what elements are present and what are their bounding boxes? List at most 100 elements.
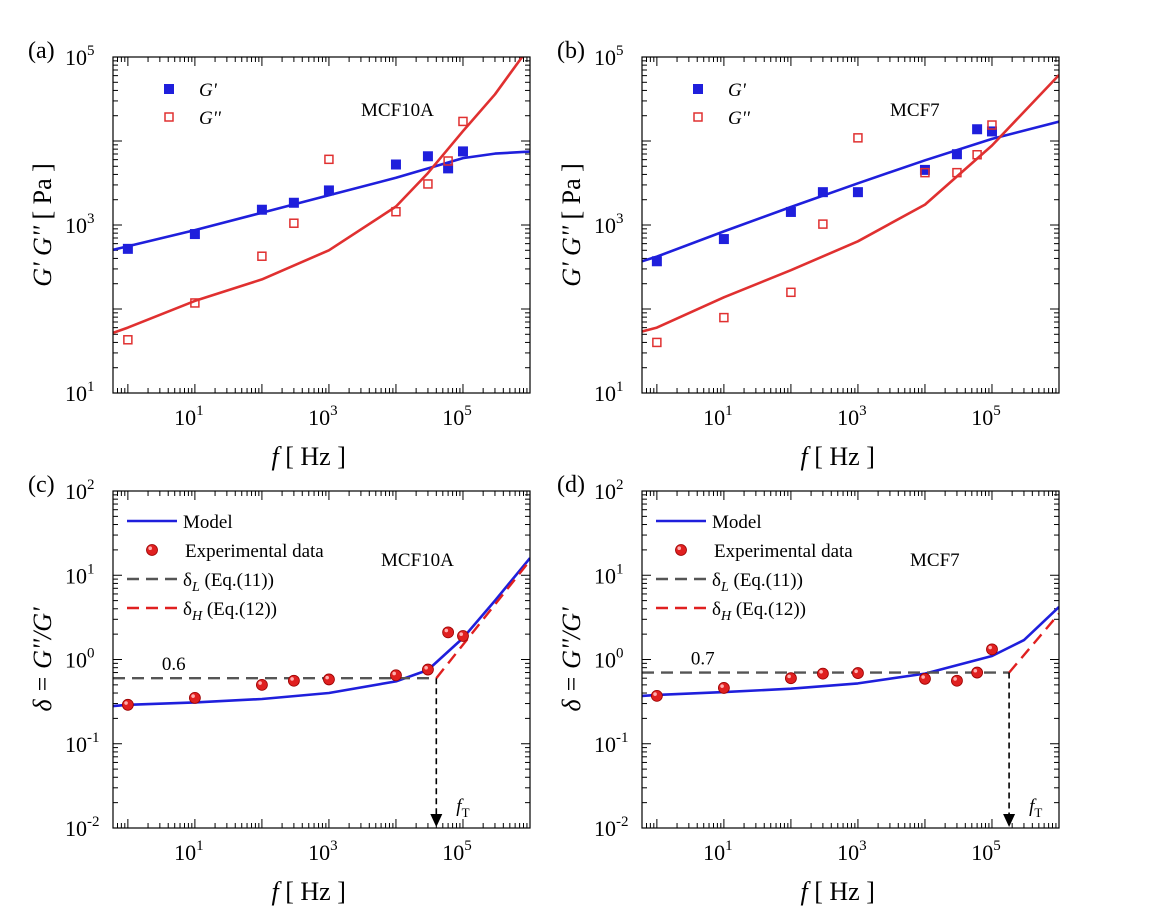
data-point-highlight xyxy=(191,694,195,698)
fit-line-2 xyxy=(435,559,530,679)
data-point xyxy=(785,672,797,685)
y-tick-label: 101 xyxy=(65,561,95,588)
data-point-highlight xyxy=(953,677,957,681)
data-point-highlight xyxy=(444,628,449,633)
data-point xyxy=(816,667,829,680)
data-point xyxy=(971,666,984,679)
plateau-value-label: 0.6 xyxy=(162,654,186,675)
fit-lines xyxy=(642,74,1059,333)
data-point xyxy=(817,187,828,198)
legend: Model Experimental data δL (Eq.(11)) δH (Eq… xyxy=(656,512,853,624)
data-point xyxy=(718,234,729,245)
data-point xyxy=(986,643,998,656)
y-tick-label: 102 xyxy=(65,477,95,504)
data-point xyxy=(423,179,433,189)
axis-ticks xyxy=(641,56,1060,394)
y-axis-label: δ = G''/G' xyxy=(557,607,586,712)
legend-marker-highlight xyxy=(677,546,681,550)
data-point xyxy=(390,159,401,170)
data-point xyxy=(288,197,299,208)
fit-lines xyxy=(113,57,530,335)
data-point-highlight xyxy=(290,677,294,681)
plot-frame xyxy=(641,490,1060,829)
legend-marker-highlight xyxy=(148,546,152,550)
data-point xyxy=(652,337,662,348)
axis-ticks xyxy=(112,56,531,394)
cell-line-label: MCF7 xyxy=(890,100,940,121)
data-point xyxy=(257,251,267,261)
data-point xyxy=(952,167,962,178)
data-point xyxy=(458,116,468,127)
data-point xyxy=(122,243,133,254)
data-point-highlight xyxy=(124,701,128,705)
plot-frame xyxy=(112,490,531,829)
y-axis-label: δ = G''/G' xyxy=(28,607,57,712)
legend-label: Experimental data xyxy=(714,541,853,562)
data-point xyxy=(852,667,864,679)
data-point-highlight xyxy=(392,671,396,676)
x-axis-label: f [ Hz ] xyxy=(272,442,346,471)
x-tick-label: 105 xyxy=(442,838,472,865)
data-point xyxy=(121,698,134,711)
cell-line-label: MCF10A xyxy=(381,550,454,571)
y-tick-label: 101 xyxy=(594,561,624,588)
panel-label: (c) xyxy=(28,472,55,498)
legend-label: δL (Eq.(11)) xyxy=(712,570,803,595)
y-tick-label: 102 xyxy=(594,477,624,504)
data-point xyxy=(442,626,455,639)
data-point xyxy=(972,124,983,135)
fit-line-2 xyxy=(1008,612,1059,674)
data-point xyxy=(443,156,453,166)
y-axis-label: G' G'' [ Pa ] xyxy=(557,163,586,287)
legend-marker xyxy=(693,112,703,122)
data-point xyxy=(123,335,133,345)
panel-label: (a) xyxy=(28,38,55,64)
data-point xyxy=(651,256,662,267)
transition-frequency-label: fT xyxy=(456,796,469,820)
legend-label: δH (Eq.(12)) xyxy=(183,599,277,624)
fit-line-0 xyxy=(642,606,1059,698)
legend: G' G'' xyxy=(693,80,751,129)
legend-marker xyxy=(146,544,158,556)
y-tick-label: 101 xyxy=(65,379,95,406)
chart-panel-b: 101 103 105 101 103 105 f [ Hz ] G' G'' [ Pa ] (… xyxy=(557,38,1060,471)
data-point-highlight xyxy=(854,669,858,674)
y-tick-label: 100 xyxy=(594,646,624,673)
data-points xyxy=(122,116,468,345)
x-axis-label: f [ Hz ] xyxy=(272,877,346,906)
data-point-highlight xyxy=(258,681,262,685)
data-point xyxy=(986,126,997,137)
fit-line-1 xyxy=(642,74,1059,333)
legend-label: Experimental data xyxy=(185,541,324,562)
data-point xyxy=(853,133,863,143)
data-point-highlight xyxy=(988,645,992,650)
fit-lines xyxy=(113,557,530,708)
y-tick-label: 101 xyxy=(594,379,624,406)
data-point xyxy=(972,149,982,160)
x-tick-label: 103 xyxy=(837,838,867,865)
legend-label: G'' xyxy=(728,108,751,129)
data-point xyxy=(818,219,828,229)
data-points xyxy=(121,626,469,711)
transition-frequency-label: fT xyxy=(1029,796,1042,820)
data-point-highlight xyxy=(424,665,428,670)
data-point xyxy=(422,663,434,676)
data-point xyxy=(287,674,300,687)
legend-marker xyxy=(164,84,174,94)
data-point xyxy=(323,673,335,686)
legend: Model Experimental data δL (Eq.(11)) δH (Eq… xyxy=(127,512,324,624)
data-point xyxy=(190,298,200,308)
data-point-highlight xyxy=(459,632,463,637)
data-point-highlight xyxy=(921,675,925,679)
legend-label: G' xyxy=(199,80,218,101)
x-tick-label: 101 xyxy=(703,403,733,430)
data-point xyxy=(188,692,201,704)
data-points xyxy=(650,643,998,702)
x-tick-label: 103 xyxy=(308,838,338,865)
x-tick-label: 101 xyxy=(703,838,733,865)
data-point xyxy=(951,674,963,687)
y-tick-label: 105 xyxy=(65,43,95,70)
data-point xyxy=(719,312,729,323)
legend-label: Model xyxy=(712,512,762,533)
